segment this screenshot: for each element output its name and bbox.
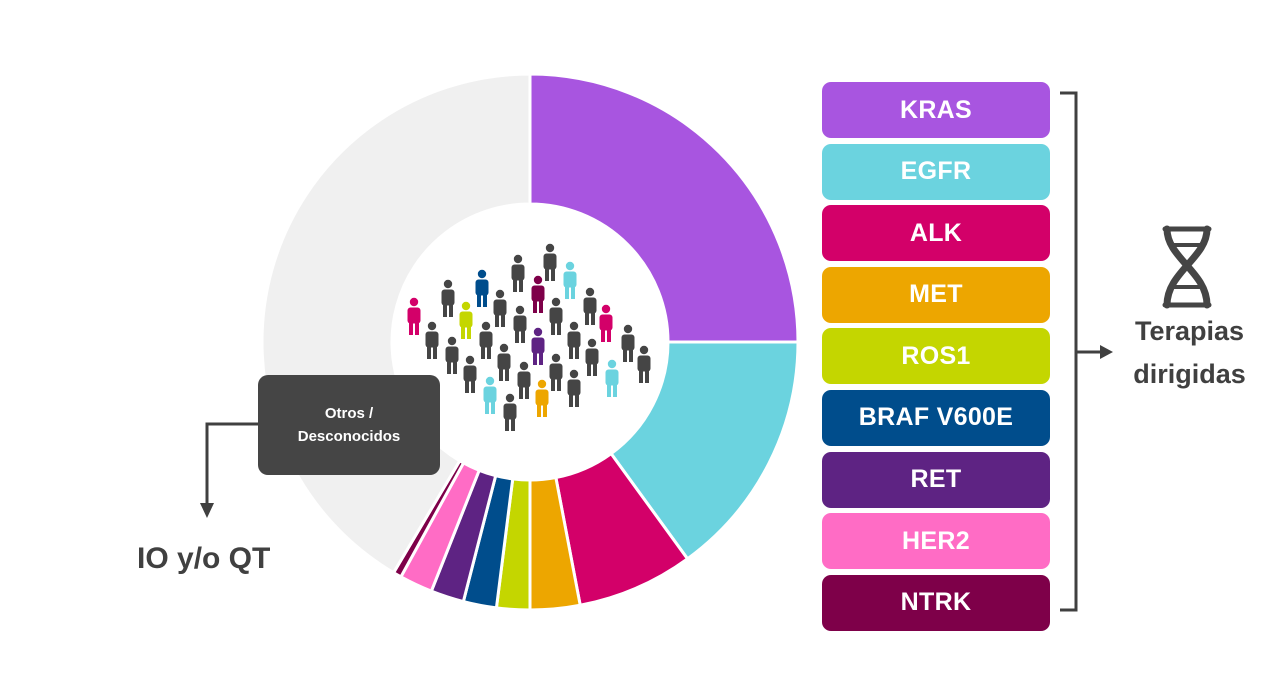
person-icon xyxy=(637,345,651,383)
legend-item-kras: KRAS xyxy=(822,82,1050,138)
person-icon xyxy=(511,254,525,292)
person-icon xyxy=(475,269,489,307)
legend-item-ret: RET xyxy=(822,451,1050,508)
person-icon xyxy=(445,336,459,374)
targeted-therapies-label: Terapias dirigidas xyxy=(1112,310,1267,396)
person-icon xyxy=(567,369,581,407)
therapy-label-line2: dirigidas xyxy=(1133,359,1246,389)
legend-item-alk: ALK xyxy=(822,205,1050,262)
person-icon xyxy=(605,359,619,397)
others-label-line2: Desconocidos xyxy=(297,428,401,445)
legend-item-braf-v600e: BRAF V600E xyxy=(822,389,1050,446)
bracket-arrow xyxy=(1076,345,1113,359)
io-qt-label: IO y/o QT xyxy=(137,542,271,575)
person-icon xyxy=(493,289,507,327)
person-icon xyxy=(621,324,635,362)
legend-item-ros1: ROS1 xyxy=(822,328,1050,385)
legend-item-met: MET xyxy=(822,266,1050,323)
donut-segment-egfr xyxy=(609,340,800,561)
legend-item-egfr: EGFR xyxy=(822,143,1050,200)
person-icon xyxy=(483,376,497,414)
dna-icon xyxy=(1162,225,1212,309)
person-icon xyxy=(531,275,545,313)
person-icon xyxy=(407,297,421,335)
person-icon xyxy=(503,393,517,431)
person-icon xyxy=(441,279,455,317)
donut-segment-kras xyxy=(528,72,800,344)
others-unknown-box: Otros / Desconocidos xyxy=(258,375,440,475)
person-icon xyxy=(517,361,531,399)
bracket-line xyxy=(1060,91,1078,612)
person-icon xyxy=(425,321,439,359)
person-icon xyxy=(549,353,563,391)
legend-item-ntrk: NTRK xyxy=(822,574,1050,631)
person-icon xyxy=(531,327,545,365)
person-icon xyxy=(599,304,613,342)
others-arrow xyxy=(200,422,258,518)
person-icon xyxy=(513,305,527,343)
person-icon xyxy=(479,321,493,359)
person-icon xyxy=(535,379,549,417)
person-icon xyxy=(543,243,557,281)
person-icon xyxy=(583,287,597,325)
person-icon xyxy=(459,301,473,339)
legend: KRAS EGFR ALK MET ROS1 BRAF V600E RET HER2 NTRK xyxy=(822,82,1050,636)
people-crowd-icon xyxy=(407,243,651,431)
person-icon xyxy=(497,343,511,381)
others-label-line1: Otros / xyxy=(324,405,374,422)
person-icon xyxy=(563,261,577,299)
person-icon xyxy=(585,338,599,376)
person-icon xyxy=(549,297,563,335)
legend-item-her2: HER2 xyxy=(822,513,1050,570)
person-icon xyxy=(567,321,581,359)
therapy-label-line1: Terapias xyxy=(1134,316,1245,346)
person-icon xyxy=(463,355,477,393)
donut-segments xyxy=(260,72,800,612)
